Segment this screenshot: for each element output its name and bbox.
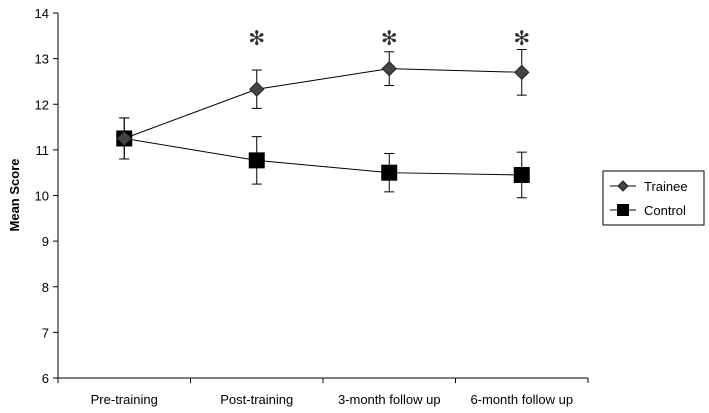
significance-asterisk: ✻: [381, 26, 398, 50]
y-tick-label: 9: [42, 234, 49, 249]
data-point-control: [381, 164, 398, 181]
data-point-control: [513, 166, 530, 183]
y-tick-label: 8: [42, 280, 49, 295]
x-tick-label: Pre-training: [91, 392, 158, 407]
legend: Trainee Control: [602, 170, 705, 226]
data-point-control: [248, 152, 265, 169]
legend-label-control: Control: [644, 203, 686, 218]
y-tick-label: 7: [42, 325, 49, 340]
y-tick-label: 10: [35, 189, 49, 204]
y-axis-label: Mean Score: [7, 159, 22, 232]
y-tick-label: 14: [35, 6, 49, 21]
y-tick-label: 6: [42, 371, 49, 386]
x-tick-label: Post-training: [220, 392, 293, 407]
axes: 6 7 8 9 10 11 12 13 14 Pre-training Post-training 3…: [35, 6, 589, 407]
series-line-trainee: [124, 68, 522, 139]
legend-marker-trainee: [617, 180, 629, 192]
y-tick-label: 13: [35, 52, 49, 67]
y-tick-label: 12: [35, 97, 49, 112]
data-point-trainee: [514, 64, 530, 81]
significance-asterisk: ✻: [513, 26, 530, 50]
x-tick-label: 6-month follow up: [470, 392, 573, 407]
legend-marker-control: [617, 204, 629, 216]
x-tick-label: 3-month follow up: [338, 392, 441, 407]
annotations: ✻ ✻ ✻: [248, 26, 530, 50]
data-point-trainee: [381, 60, 397, 77]
error-bars: [119, 49, 527, 199]
significance-asterisk: ✻: [248, 26, 265, 50]
series-line-control: [124, 137, 522, 176]
data-point-trainee: [116, 130, 132, 147]
data-point-trainee: [249, 81, 265, 97]
series-lines: [124, 68, 522, 176]
markers: [116, 60, 530, 183]
y-tick-label: 11: [36, 143, 50, 158]
legend-label-trainee: Trainee: [644, 179, 688, 194]
